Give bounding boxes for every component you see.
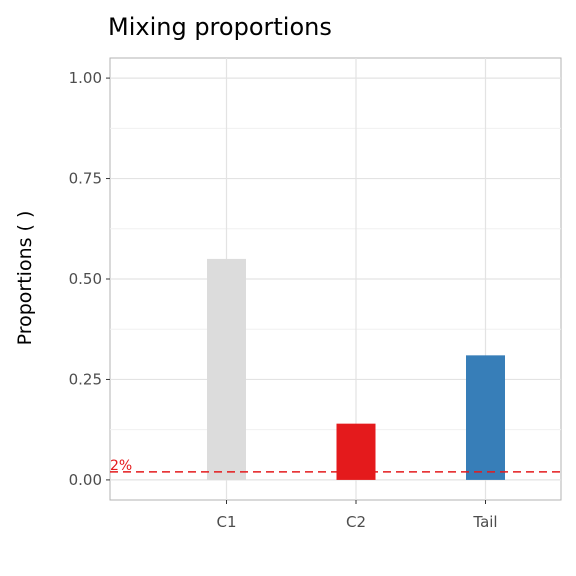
bar-c2 [336,423,376,480]
reference-line-label: 2% [110,458,132,474]
y-tick-label: 0.50 [69,270,102,288]
y-axis-title: Proportions ( ) [14,211,36,346]
chart-title: Mixing proportions [108,13,332,41]
bars [207,258,505,480]
bar-tail [466,355,505,480]
y-axis: 0.00 0.25 0.50 0.75 1.00 [69,69,110,489]
bar-c1 [207,258,246,480]
y-tick-label: 0.00 [69,471,102,489]
x-tick-label: C1 [216,513,236,531]
y-tick-label: 0.25 [69,370,102,388]
x-axis: C1 C2 Tail [216,500,498,531]
y-tick-label: 1.00 [69,69,102,87]
x-tick-label: Tail [472,513,497,531]
y-tick-label: 0.75 [69,170,102,188]
x-tick-label: C2 [346,513,366,531]
